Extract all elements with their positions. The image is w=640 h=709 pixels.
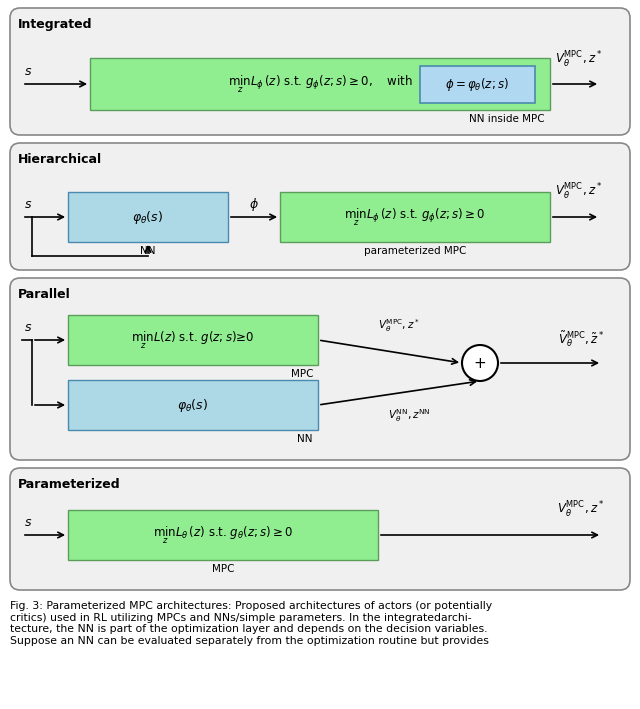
Text: $\varphi_\theta(s)$: $\varphi_\theta(s)$ — [177, 396, 209, 413]
Text: MPC: MPC — [291, 369, 313, 379]
Text: $\min_z L_\phi(z)$ s.t. $g_\phi(z;s) \geq 0$: $\min_z L_\phi(z)$ s.t. $g_\phi(z;s) \ge… — [344, 206, 486, 228]
Text: +: + — [474, 355, 486, 371]
Text: Integrated: Integrated — [18, 18, 93, 31]
Text: $V_\theta^{\mathrm{MPC}}, z^*$: $V_\theta^{\mathrm{MPC}}, z^*$ — [378, 317, 420, 334]
FancyBboxPatch shape — [10, 8, 630, 135]
Text: parameterized MPC: parameterized MPC — [364, 246, 466, 256]
FancyBboxPatch shape — [10, 143, 630, 270]
Text: $s$: $s$ — [24, 516, 32, 529]
Text: Parameterized: Parameterized — [18, 478, 120, 491]
Text: $s$: $s$ — [24, 198, 32, 211]
Text: $V_\theta^{\mathrm{MPC}}, z^*$: $V_\theta^{\mathrm{MPC}}, z^*$ — [555, 182, 602, 202]
FancyBboxPatch shape — [68, 315, 318, 365]
Text: NN: NN — [298, 434, 313, 444]
Text: MPC: MPC — [212, 564, 234, 574]
Text: $V_\theta^{\mathrm{MPC}}, z^*$: $V_\theta^{\mathrm{MPC}}, z^*$ — [557, 500, 604, 520]
Text: $\min_z L(z)$ s.t. $g(z;s) \geq 0$: $\min_z L(z)$ s.t. $g(z;s) \geq 0$ — [131, 330, 255, 350]
Text: $\min_z L_\phi(z)$ s.t. $g_\phi(z;s) \geq 0$,    with: $\min_z L_\phi(z)$ s.t. $g_\phi(z;s) \ge… — [228, 74, 412, 94]
Text: $V_\theta^{\mathrm{NN}}, z^{\mathrm{NN}}$: $V_\theta^{\mathrm{NN}}, z^{\mathrm{NN}}… — [388, 407, 430, 424]
FancyBboxPatch shape — [420, 66, 535, 103]
Text: $\tilde{V}_\theta^{\mathrm{MPC}}, \tilde{z}^*$: $\tilde{V}_\theta^{\mathrm{MPC}}, \tilde… — [558, 329, 604, 349]
FancyBboxPatch shape — [68, 192, 228, 242]
Text: $\varphi_\theta(s)$: $\varphi_\theta(s)$ — [132, 208, 164, 225]
Text: NN: NN — [140, 246, 156, 256]
Text: Parallel: Parallel — [18, 288, 71, 301]
Text: NN inside MPC: NN inside MPC — [469, 114, 545, 124]
Text: Hierarchical: Hierarchical — [18, 153, 102, 166]
FancyBboxPatch shape — [68, 380, 318, 430]
Text: $\phi$: $\phi$ — [249, 196, 259, 213]
Text: $V_\theta^{\mathrm{MPC}}, z^*$: $V_\theta^{\mathrm{MPC}}, z^*$ — [555, 50, 602, 70]
FancyBboxPatch shape — [10, 468, 630, 590]
Text: $\min_z L_\theta(z)$ s.t. $g_\theta(z;s) \geq 0$: $\min_z L_\theta(z)$ s.t. $g_\theta(z;s)… — [153, 525, 293, 545]
Text: $s$: $s$ — [24, 65, 32, 78]
Text: $s$: $s$ — [24, 321, 32, 334]
FancyBboxPatch shape — [280, 192, 550, 242]
FancyBboxPatch shape — [68, 510, 378, 560]
Circle shape — [462, 345, 498, 381]
FancyBboxPatch shape — [90, 58, 550, 110]
FancyBboxPatch shape — [10, 278, 630, 460]
Text: $\phi = \varphi_\theta(z;s)$: $\phi = \varphi_\theta(z;s)$ — [445, 76, 509, 93]
Text: Fig. 3: Parameterized MPC architectures: Proposed architectures of actors (or po: Fig. 3: Parameterized MPC architectures:… — [10, 601, 492, 646]
